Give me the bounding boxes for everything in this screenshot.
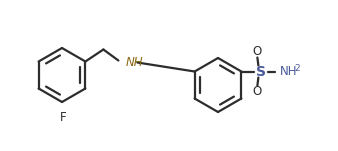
Text: 2: 2 [294,64,300,73]
Text: NH: NH [125,56,143,69]
Text: F: F [60,111,66,124]
Text: S: S [257,64,266,79]
Text: O: O [253,45,262,58]
Text: NH: NH [280,65,297,78]
Text: O: O [253,85,262,98]
